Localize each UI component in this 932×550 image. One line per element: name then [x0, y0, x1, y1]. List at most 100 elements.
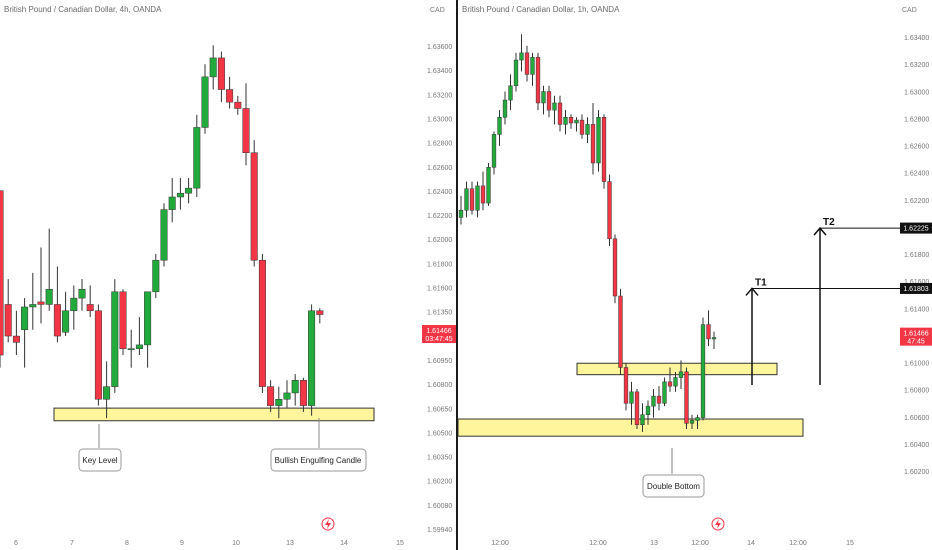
- y-tick-label: 1.63000: [904, 89, 929, 96]
- candle-body: [601, 117, 607, 182]
- candle-body: [552, 102, 557, 111]
- candle: [546, 85, 552, 118]
- candle-body: [574, 119, 579, 124]
- candle: [623, 363, 629, 411]
- candle-body: [645, 405, 651, 415]
- candle: [629, 381, 634, 425]
- candle-body: [209, 57, 217, 78]
- y-tick-label: 1.60500: [427, 430, 452, 437]
- y-tick-label: 1.63600: [427, 44, 452, 51]
- x-tick-label: 15: [846, 540, 854, 547]
- candle: [53, 266, 61, 343]
- candle-body: [585, 124, 590, 135]
- candle: [491, 131, 497, 175]
- candle: [667, 367, 673, 392]
- candle-body: [176, 192, 184, 198]
- chart-title: British Pound / Canadian Dollar, 4h, OAN…: [4, 5, 162, 14]
- key-level-zone: [53, 407, 375, 422]
- candle: [94, 304, 102, 406]
- candle: [502, 91, 508, 125]
- candle: [706, 310, 711, 347]
- candle-body: [0, 190, 4, 356]
- candle: [283, 380, 291, 409]
- candle-body: [530, 56, 535, 75]
- candle: [700, 317, 706, 421]
- candle: [656, 386, 662, 411]
- candle: [226, 76, 234, 109]
- candle-body: [37, 301, 45, 305]
- y-tick-label: 1.61000: [904, 361, 929, 368]
- lightning-icon[interactable]: [711, 517, 725, 531]
- candle: [557, 95, 563, 132]
- candle-body: [135, 344, 143, 349]
- y-axis-unit: CAD: [902, 7, 917, 14]
- candle-body: [623, 367, 629, 404]
- candle-body: [508, 85, 513, 101]
- y-tick-label: 1.60650: [427, 406, 452, 413]
- y-tick-label: 1.61350: [427, 310, 452, 317]
- y-tick-label: 1.62000: [427, 237, 452, 244]
- candle: [234, 95, 242, 115]
- candle: [519, 34, 524, 72]
- candle-body: [480, 185, 486, 204]
- y-tick-label: 1.61400: [904, 306, 929, 313]
- price-tag-countdown: 03:47:45: [425, 336, 452, 343]
- candle: [607, 174, 612, 246]
- y-tick-label: 1.60600: [904, 415, 929, 422]
- candle: [524, 45, 530, 82]
- candle-body: [103, 386, 111, 400]
- candle: [201, 64, 209, 134]
- candle-body: [201, 76, 209, 128]
- lightning-icon[interactable]: [321, 517, 335, 531]
- candle-body: [629, 391, 634, 404]
- candle-body: [513, 59, 519, 87]
- panel-divider: [456, 0, 458, 550]
- candle: [168, 178, 176, 223]
- candle-body: [258, 259, 266, 387]
- candle: [689, 414, 695, 430]
- y-tick-label: 1.61600: [427, 286, 452, 293]
- candle: [618, 288, 623, 375]
- candle-body: [640, 414, 645, 425]
- x-tick-label: 7: [70, 540, 74, 547]
- candle-body: [546, 91, 552, 111]
- candle: [291, 373, 299, 406]
- candle: [193, 114, 201, 197]
- t1-price-value: 1.61803: [903, 286, 928, 293]
- candle: [568, 114, 574, 129]
- y-tick-label: 1.63200: [904, 62, 929, 69]
- candle: [86, 285, 94, 318]
- candle: [480, 171, 486, 211]
- y-tick-label: 1.62400: [427, 189, 452, 196]
- candle-body: [618, 295, 623, 368]
- x-tick-label: 12:00: [789, 540, 807, 547]
- candle: [634, 388, 640, 430]
- candle-body: [656, 395, 662, 404]
- candle: [144, 291, 152, 368]
- candle: [469, 181, 475, 215]
- y-tick-label: 1.60400: [904, 442, 929, 449]
- candle-body: [168, 196, 176, 210]
- candle: [579, 114, 585, 139]
- candle-body: [275, 399, 283, 406]
- candle: [185, 178, 193, 204]
- chart-1h: British Pound / Canadian Dollar, 1h, OAN…: [458, 0, 932, 550]
- candle-body: [673, 377, 678, 387]
- chart-4h-svg: British Pound / Canadian Dollar, 4h, OAN…: [0, 5, 456, 547]
- candle-body: [706, 324, 711, 340]
- x-tick-label: 13: [286, 540, 294, 547]
- y-tick-label: 1.60800: [904, 388, 929, 395]
- x-tick-label: 8: [125, 540, 129, 547]
- candle: [601, 114, 607, 189]
- candle-body: [308, 310, 316, 406]
- candle-body: [486, 167, 491, 204]
- candle: [21, 298, 29, 368]
- candle: [308, 304, 316, 416]
- candle-body: [267, 386, 275, 406]
- x-tick-label: 12:00: [691, 540, 709, 547]
- candle-body: [234, 101, 242, 109]
- candle-body: [535, 56, 541, 104]
- candle: [275, 386, 283, 419]
- candle: [640, 403, 645, 432]
- candle: [458, 195, 464, 225]
